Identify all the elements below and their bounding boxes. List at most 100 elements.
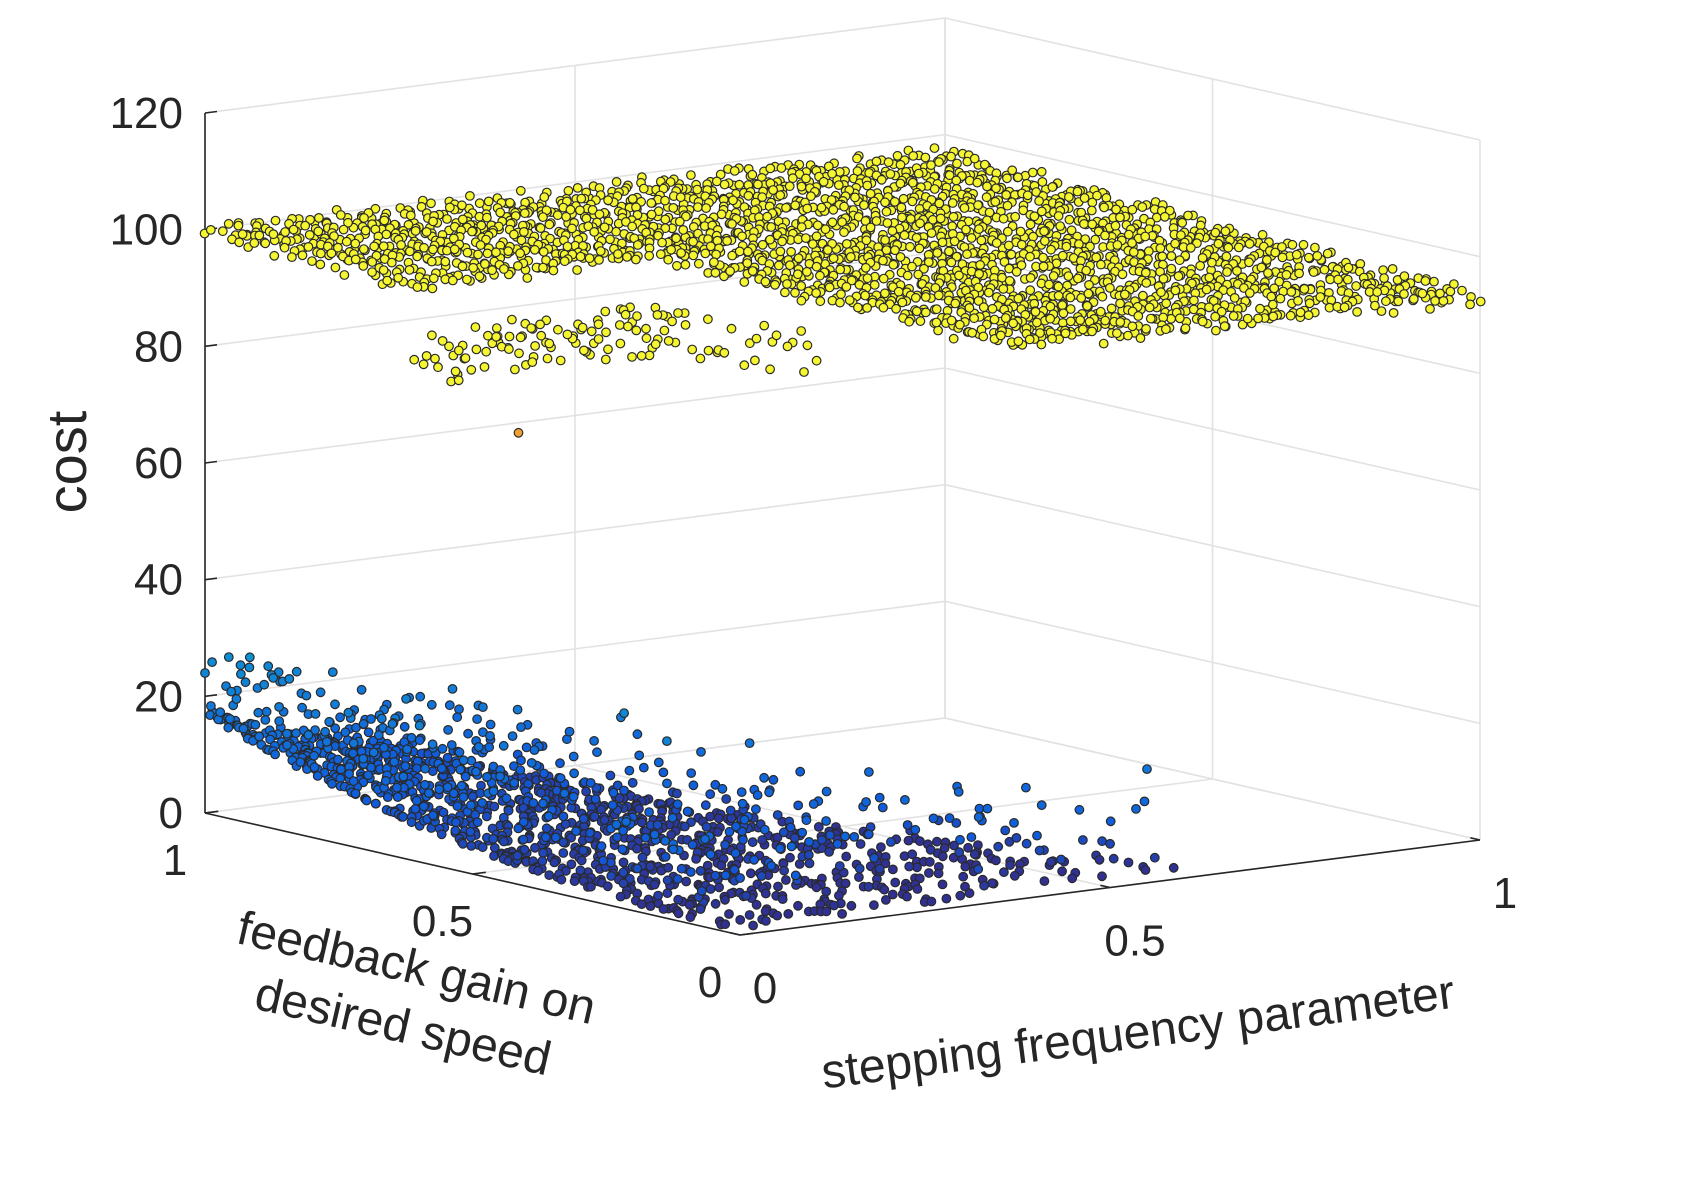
data-point <box>491 323 502 334</box>
data-point <box>878 273 889 284</box>
data-point <box>860 262 871 273</box>
data-point <box>1128 247 1139 258</box>
data-point <box>348 776 359 786</box>
data-point <box>1106 303 1117 314</box>
data-point <box>688 250 699 261</box>
data-point <box>536 788 546 798</box>
data-point <box>1299 284 1310 294</box>
data-point <box>549 857 560 868</box>
data-point <box>653 890 663 901</box>
data-point <box>1286 287 1297 297</box>
data-point <box>964 888 975 899</box>
data-point <box>796 222 807 233</box>
data-point <box>1175 230 1186 241</box>
data-point <box>724 909 734 919</box>
data-point <box>840 831 850 842</box>
data-point <box>254 731 265 742</box>
data-point <box>1119 289 1130 300</box>
data-point <box>778 827 789 838</box>
data-point <box>1303 310 1314 321</box>
data-point <box>815 296 826 307</box>
data-point <box>315 248 326 259</box>
data-point <box>789 833 800 843</box>
data-point <box>446 740 457 750</box>
data-point <box>801 815 812 826</box>
data-point <box>793 253 804 264</box>
data-point <box>631 254 641 265</box>
data-point <box>589 736 599 746</box>
data-point <box>966 233 977 243</box>
data-point <box>821 786 832 797</box>
z-tick-label: 40 <box>134 556 183 605</box>
data-point <box>883 157 894 168</box>
data-point <box>907 177 918 188</box>
data-point <box>471 766 481 777</box>
data-point <box>1255 303 1265 314</box>
data-point <box>1087 219 1098 230</box>
data-point <box>205 701 216 711</box>
data-point <box>1244 238 1255 249</box>
y-tick-label: 1 <box>163 836 187 885</box>
data-point <box>946 151 956 162</box>
data-point <box>874 863 885 874</box>
data-point <box>829 900 839 911</box>
data-point <box>839 201 849 212</box>
data-point <box>995 330 1006 341</box>
data-point <box>1342 274 1353 285</box>
data-point <box>1006 249 1017 260</box>
data-point <box>663 254 674 265</box>
data-point <box>335 210 346 220</box>
data-point <box>650 339 661 350</box>
data-point <box>685 912 696 923</box>
data-point <box>568 791 579 802</box>
data-point <box>456 780 467 791</box>
data-point <box>447 684 458 694</box>
data-point <box>401 694 412 704</box>
data-point <box>766 222 777 232</box>
data-point <box>725 266 735 277</box>
data-point <box>1053 281 1064 292</box>
data-point <box>489 801 500 812</box>
data-point <box>330 723 341 734</box>
data-point <box>998 213 1009 224</box>
data-point <box>437 336 448 346</box>
z-tick-label: 0 <box>159 789 183 838</box>
data-point <box>503 805 514 816</box>
data-point <box>1475 296 1486 307</box>
data-point <box>671 233 682 244</box>
data-point <box>1161 298 1172 309</box>
data-point <box>350 788 361 799</box>
data-point <box>782 341 793 352</box>
data-point <box>1123 229 1134 240</box>
data-point <box>627 352 637 362</box>
data-point <box>1304 298 1315 309</box>
data-point <box>811 231 822 242</box>
data-point <box>485 731 495 741</box>
data-point <box>662 736 672 746</box>
data-point <box>509 229 519 240</box>
data-point <box>705 849 716 860</box>
data-point <box>458 838 468 849</box>
data-point <box>1276 242 1287 252</box>
data-point <box>378 241 389 252</box>
data-point <box>1197 252 1208 263</box>
data-point <box>662 778 672 789</box>
data-point <box>1097 836 1107 847</box>
data-point <box>368 747 379 758</box>
data-point <box>768 774 779 785</box>
y-tick-label: 0.5 <box>412 897 473 946</box>
data-point <box>1253 313 1263 324</box>
data-point <box>729 864 740 875</box>
data-point <box>891 303 901 314</box>
data-point <box>631 325 642 336</box>
data-point <box>410 804 421 814</box>
data-point <box>1039 236 1050 246</box>
data-point <box>955 834 965 845</box>
data-point <box>504 344 514 355</box>
data-point <box>757 192 768 203</box>
data-point <box>712 827 723 837</box>
data-point <box>832 839 843 849</box>
data-point <box>1022 190 1033 201</box>
data-point <box>1011 266 1022 277</box>
data-point <box>730 848 741 859</box>
